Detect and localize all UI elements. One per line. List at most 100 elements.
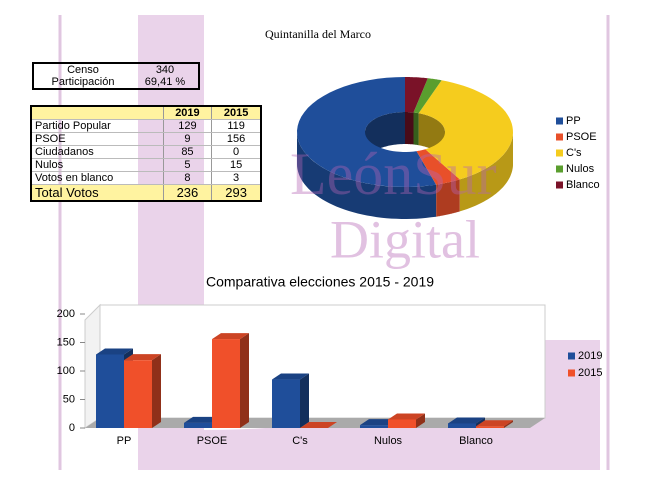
legend-label: Blanco: [566, 179, 600, 191]
bar-top: [300, 422, 337, 428]
legend-label: PP: [566, 115, 581, 127]
bar: [184, 422, 212, 428]
bar-side: [416, 413, 425, 428]
x-tick-label: Blanco: [459, 435, 493, 447]
cell: Votos en blanco: [31, 171, 164, 185]
cell: 3: [211, 171, 261, 185]
x-tick-label: PSOE: [197, 435, 228, 447]
bar: [476, 426, 504, 428]
bar: [448, 423, 476, 428]
legend-swatch: [556, 133, 563, 141]
slice: [418, 80, 513, 180]
header-row: 2019 2015: [31, 106, 261, 120]
chart-title: Comparativa elecciones 2015 - 2019: [206, 274, 434, 290]
slice: [413, 78, 442, 114]
legend-swatch: [556, 149, 563, 157]
bar-top: [96, 348, 133, 355]
row: Ciudadanos 85 0: [31, 145, 261, 159]
cell: 129: [162, 119, 212, 133]
cell: Censo: [67, 64, 99, 76]
bar: [212, 339, 240, 428]
row: Votos en blanco 8 3: [31, 171, 261, 185]
slice-side: [413, 112, 419, 146]
slice-side: [436, 179, 460, 217]
row: Total Votos 236 293: [31, 184, 261, 202]
bar-top: [388, 413, 425, 420]
cell: 156: [211, 132, 261, 146]
cell: Ciudadanos: [31, 145, 164, 159]
page-title: Quintanilla del Marco: [265, 27, 371, 41]
legend-swatch: [556, 165, 563, 173]
cell: 69,41 %: [144, 76, 186, 88]
legend-label: 2019: [578, 350, 602, 362]
legend-label: PSOE: [566, 131, 597, 143]
row: PSOE 9 156: [31, 132, 261, 146]
cell: 5: [162, 158, 212, 172]
row: Participación 69,41 %: [33, 76, 199, 89]
census-table: Censo 340 Participación 69,41 %: [32, 62, 200, 90]
legend-label: Nulos: [566, 163, 595, 175]
bar: [124, 360, 152, 428]
cell: 85: [162, 145, 212, 159]
cell: 9: [162, 132, 212, 146]
row: Partido Popular 129 119: [31, 119, 261, 133]
legend-label: 2015: [578, 367, 602, 379]
slice: [297, 77, 437, 187]
cell: 2015: [211, 106, 261, 120]
bar-top: [476, 420, 513, 427]
bar-top: [448, 417, 485, 424]
slice-side: [297, 132, 437, 219]
bar-side: [300, 373, 309, 428]
cell: 119: [211, 119, 261, 133]
bar-top: [360, 419, 397, 426]
slice-side: [459, 132, 513, 212]
cell: 15: [211, 158, 261, 172]
legend-swatch: [568, 369, 575, 377]
y-tick-label: 100: [57, 365, 75, 377]
row: Nulos 5 15: [31, 158, 261, 172]
cell: Partido Popular: [31, 119, 164, 133]
y-tick-label: 200: [57, 308, 75, 320]
bar-top: [272, 373, 309, 380]
slice-side: [365, 112, 405, 164]
legend-label: C's: [566, 147, 582, 159]
cell: 236: [162, 184, 212, 202]
bar-top: [212, 333, 249, 340]
x-tick-label: C's: [292, 435, 308, 447]
back-wall: [99, 304, 546, 419]
bar-side: [504, 420, 513, 428]
cell: [31, 106, 164, 120]
bar-side: [152, 354, 161, 428]
bar-top: [184, 416, 221, 423]
x-tick-label: Nulos: [374, 435, 403, 447]
bar: [388, 419, 416, 428]
cell: Participación: [51, 76, 115, 88]
cell: 0: [211, 145, 261, 159]
x-tick-label: PP: [117, 435, 132, 447]
cell: 340: [155, 64, 175, 76]
bar: [272, 379, 300, 428]
cell: 8: [162, 171, 212, 185]
cell: 2019: [162, 106, 212, 120]
bar: [96, 354, 124, 428]
legend-swatch: [556, 117, 563, 125]
slice: [405, 77, 428, 113]
y-tick-label: 150: [57, 336, 75, 348]
bar-top: [124, 354, 161, 361]
cell: 293: [211, 184, 261, 202]
slice: [416, 149, 460, 185]
slice-side: [405, 112, 414, 145]
y-tick-label: 0: [69, 422, 75, 434]
legend-swatch: [556, 181, 563, 189]
cell: Total Votos: [31, 184, 164, 202]
cell: PSOE: [31, 132, 164, 146]
cell: Nulos: [31, 158, 164, 172]
results-table: 2019 2015 Partido Popular 129 119 PSOE 9 156 Ci…: [30, 105, 262, 202]
bar-side: [240, 333, 249, 428]
legend-swatch: [568, 352, 575, 360]
bar: [360, 425, 388, 428]
row: Censo 340: [33, 63, 199, 76]
y-tick-label: 50: [63, 393, 75, 405]
